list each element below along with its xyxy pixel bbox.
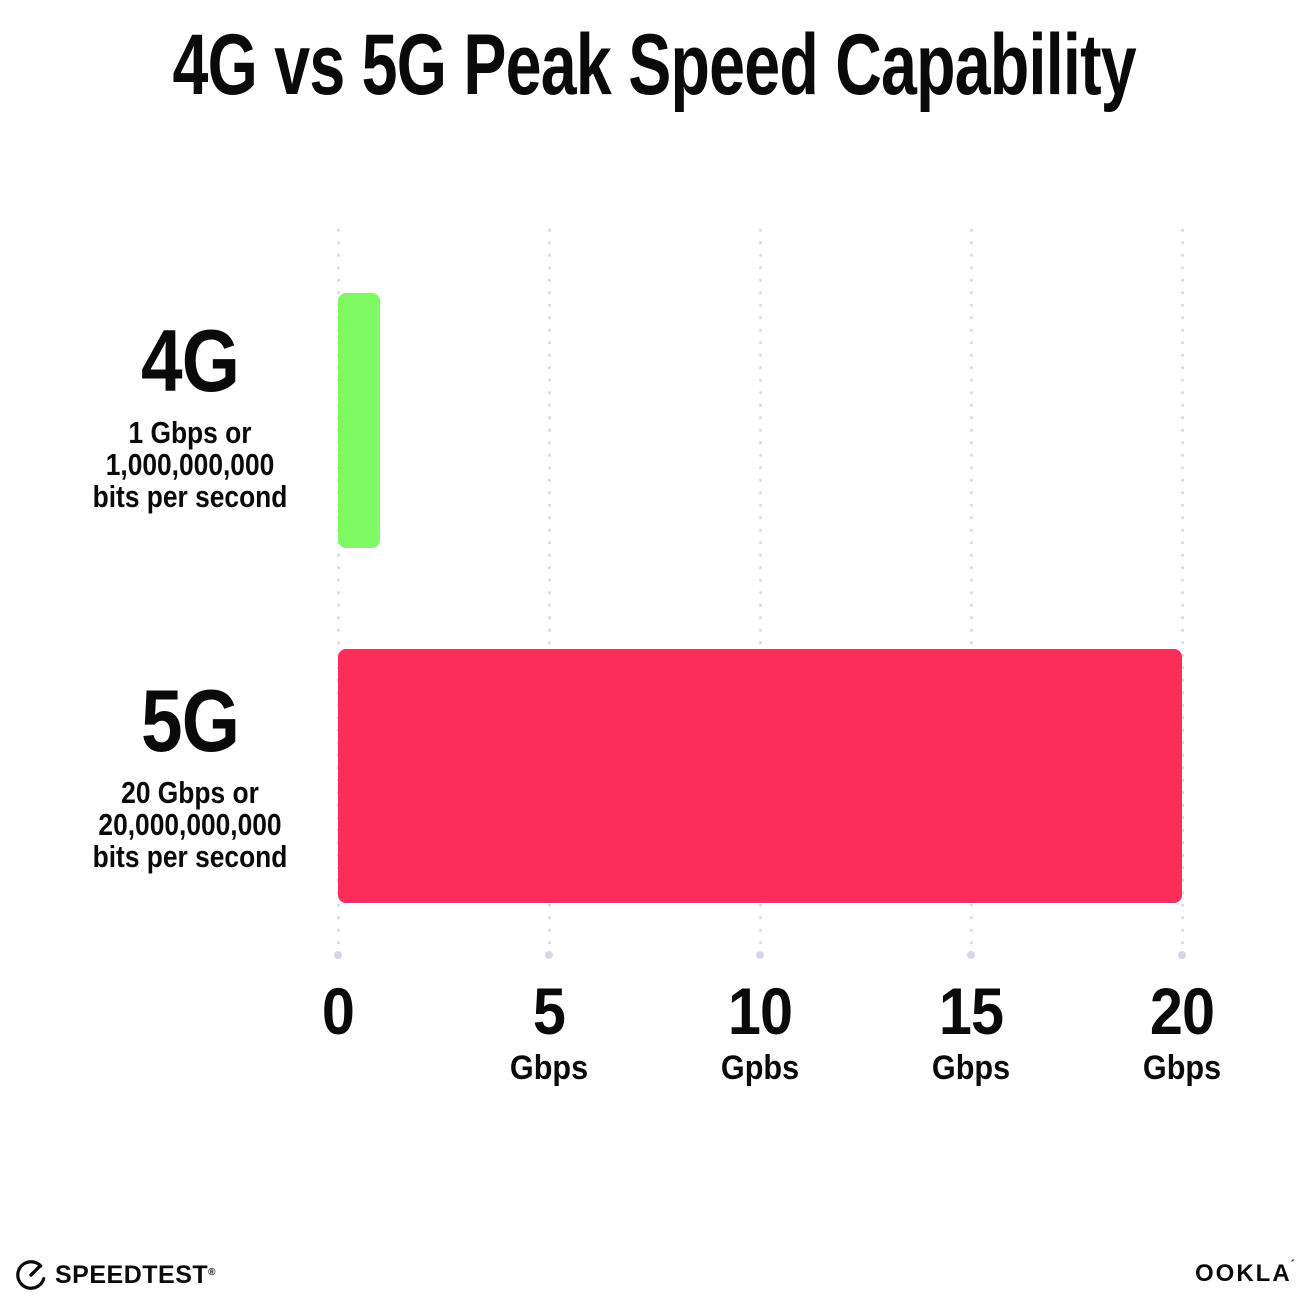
bar-5g — [338, 649, 1182, 903]
row-label-5g-sub-line1: 20 Gbps or — [121, 775, 259, 810]
registered-trademark-mark: ® — [208, 1267, 217, 1278]
row-label-4g-sublabel: 1 Gbps or 1,000,000,000 bits per second — [54, 417, 326, 513]
speedtest-logo: SPEEDTEST® — [14, 1258, 216, 1292]
x-tick-5: 5 Gbps — [468, 978, 630, 1086]
bar-4g — [338, 293, 380, 548]
x-tick-0-label: 0 — [321, 974, 355, 1048]
row-label-4g: 4G 1 Gbps or 1,000,000,000 bits per seco… — [54, 317, 326, 513]
x-tick-15-unit: Gbps — [931, 1049, 1011, 1087]
row-label-4g-sub-line3: bits per second — [92, 479, 288, 514]
ookla-wordmark: OOKLA — [1194, 1260, 1292, 1287]
chart-title: 4G vs 5G Peak Speed Capability — [0, 16, 1308, 115]
x-tick-10-unit: Gpbs — [720, 1049, 800, 1087]
x-tick-15-label: 15 — [938, 974, 1004, 1048]
speedtest-wordmark: SPEEDTEST® — [55, 1258, 216, 1292]
gridline-5 — [547, 224, 551, 950]
x-tick-10-label: 10 — [727, 974, 793, 1048]
row-label-5g-sub-line3: bits per second — [92, 839, 288, 874]
x-tick-10: 10 Gpbs — [679, 978, 841, 1086]
row-label-5g-sublabel: 20 Gbps or 20,000,000,000 bits per secon… — [54, 777, 326, 873]
gridline-15 — [969, 224, 973, 950]
x-tick-20: 20 Gbps — [1101, 978, 1263, 1086]
row-label-5g-name: 5G — [140, 671, 240, 770]
x-tick-5-label: 5 — [532, 974, 566, 1048]
x-tick-15: 15 Gbps — [890, 978, 1052, 1086]
ookla-trademark-mark: ´ — [1290, 1257, 1295, 1272]
row-label-5g-sub-line2: 20,000,000,000 — [98, 807, 282, 842]
speedtest-gauge-icon — [16, 1260, 46, 1290]
row-label-4g-sub-line1: 1 Gbps or — [128, 415, 252, 450]
row-label-4g-name: 4G — [140, 311, 240, 410]
row-label-4g-sub-line2: 1,000,000,000 — [105, 447, 275, 482]
x-tick-0: 0 — [257, 978, 419, 1044]
gridline-20 — [1180, 224, 1184, 950]
x-tick-20-label: 20 — [1149, 974, 1215, 1048]
ookla-logo: OOKLA ´ — [1194, 1257, 1296, 1288]
chart-title-text: 4G vs 5G Peak Speed Capability — [172, 17, 1136, 113]
x-tick-20-unit: Gbps — [1142, 1049, 1222, 1087]
gridline-10 — [758, 224, 762, 950]
speedtest-wordmark-text: SPEEDTEST — [55, 1261, 209, 1289]
gridline-0 — [336, 224, 340, 950]
row-label-5g: 5G 20 Gbps or 20,000,000,000 bits per se… — [54, 677, 326, 873]
x-tick-5-unit: Gbps — [509, 1049, 589, 1087]
